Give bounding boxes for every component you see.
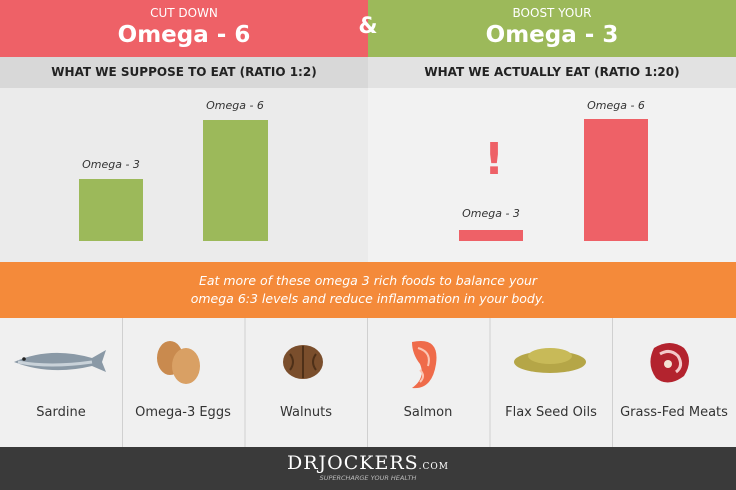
panel-heading-bg (368, 57, 736, 88)
panel-heading: WHAT WE SUPPOSE TO EAT (RATIO 1:2) (51, 65, 317, 79)
food-label: Grass-Fed Meats (620, 405, 728, 420)
bar (459, 230, 523, 241)
logo-suffix: .COM (418, 462, 449, 472)
food-label: Flax Seed Oils (505, 405, 597, 420)
bar (79, 179, 143, 241)
flax-icon (514, 348, 586, 373)
food-icons (0, 318, 736, 447)
food-label: Walnuts (280, 405, 332, 420)
header-right (368, 0, 736, 57)
bar-label: Omega - 3 (82, 158, 140, 171)
eggs-icon (157, 341, 200, 384)
food-label: Sardine (36, 405, 86, 420)
meat-icon (650, 343, 689, 383)
walnut-icon (283, 345, 323, 379)
dividers (122, 318, 613, 447)
header-left (0, 0, 368, 57)
logo: DRJOCKERS.COM (268, 452, 468, 474)
food-label: Omega-3 Eggs (135, 405, 231, 420)
banner-text: Eat more of these omega 3 rich foods to … (198, 273, 538, 288)
tagline: SUPERCHARGE YOUR HEALTH (319, 474, 417, 482)
sardine-icon (14, 350, 106, 372)
bar-label: Omega - 6 (587, 99, 645, 112)
logo-text: DRJOCKERS (287, 452, 419, 474)
bar (584, 119, 648, 241)
ampersand: & (358, 14, 378, 39)
salmon-icon (412, 340, 437, 389)
footer (0, 447, 736, 490)
kicker: BOOST YOUR (512, 6, 592, 20)
kicker: CUT DOWN (150, 6, 218, 20)
header-title: Omega - 3 (485, 22, 619, 48)
panel (0, 88, 368, 262)
bar (203, 120, 268, 241)
bar-label: Omega - 3 (462, 207, 520, 220)
bar-label: Omega - 6 (206, 99, 264, 112)
panel-heading-bg (0, 57, 368, 88)
header-title: Omega - 6 (117, 22, 251, 48)
panel-heading: WHAT WE ACTUALLY EAT (RATIO 1:20) (424, 65, 680, 79)
banner-text: omega 6:3 levels and reduce inflammation… (190, 291, 546, 306)
banner (0, 262, 736, 318)
food-label: Salmon (403, 405, 453, 420)
panel (368, 88, 736, 262)
alert: ! (483, 134, 505, 185)
